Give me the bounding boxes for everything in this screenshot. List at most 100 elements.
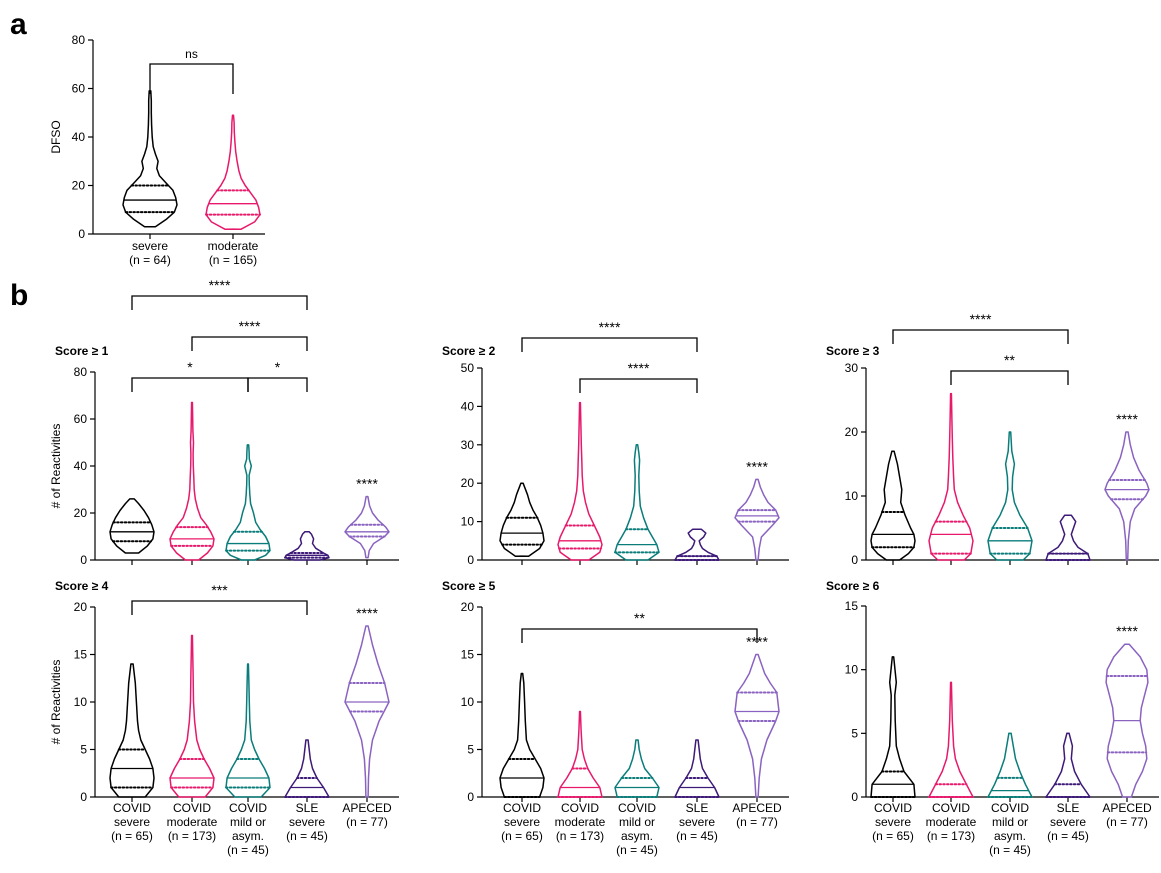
y-tick-label: 0: [80, 553, 87, 567]
violin-outline: [987, 732, 1033, 798]
y-tick-label: 10: [461, 515, 475, 529]
violin-outline: [557, 710, 603, 798]
violin-outline: [109, 498, 155, 554]
category-label: (n = 45): [616, 843, 658, 857]
category-label: moderate: [926, 815, 977, 829]
y-tick-label: 20: [74, 506, 88, 520]
violin-1: [928, 681, 974, 798]
violin-0: [870, 656, 916, 798]
category-label: SLE: [1057, 801, 1080, 815]
category-label: severe: [679, 815, 715, 829]
category-label: (n = 45): [676, 829, 718, 843]
category-label: asym.: [994, 829, 1026, 843]
bracket-label: **: [1004, 352, 1015, 368]
category-label: COVID: [991, 801, 1029, 815]
violin-3: [674, 528, 720, 561]
bracket-line: [131, 600, 308, 615]
violin-outline: [344, 495, 390, 559]
category-label: COVID: [618, 801, 656, 815]
category-label: mild or: [230, 815, 266, 829]
category-label: (n = 45): [286, 829, 328, 843]
bracket-label: *: [187, 359, 193, 375]
category-label: mild or: [992, 815, 1028, 829]
y-tick-label: 0: [78, 227, 85, 241]
violin-4: [344, 625, 390, 798]
violin-2: [225, 444, 271, 561]
y-axis-label: DFSO: [49, 120, 63, 153]
violin-0: [499, 672, 545, 798]
panel-letter-a: a: [10, 8, 27, 41]
violin-outline: [205, 114, 261, 230]
category-label: (n = 173): [556, 829, 604, 843]
violin-outline: [122, 90, 178, 228]
y-tick-label: 15: [461, 648, 475, 662]
category-label: COVID: [561, 801, 599, 815]
violin-outline: [734, 653, 780, 798]
bracket-label: *: [275, 359, 281, 375]
significance-bracket: *: [131, 359, 249, 392]
violin-outline: [928, 392, 974, 561]
category-label: (n = 45): [989, 843, 1031, 857]
category-label: severe: [114, 815, 150, 829]
violin-0: [109, 498, 155, 554]
panel-letter-b: b: [10, 279, 28, 312]
violin-2: [987, 732, 1033, 798]
violin-3: [284, 531, 330, 561]
y-tick-label: 20: [72, 179, 86, 193]
y-axis-label: # of Reactivities: [49, 660, 63, 745]
violin-outline: [284, 531, 330, 561]
violin-outline: [499, 672, 545, 798]
category-label: (n = 65): [111, 829, 153, 843]
category-label: (n = 77): [736, 815, 778, 829]
y-tick-label: 0: [80, 790, 87, 804]
category-label: asym.: [621, 829, 653, 843]
violin-outline: [614, 444, 660, 561]
significance-mark: ****: [1116, 623, 1138, 639]
y-tick-label: 20: [74, 600, 88, 614]
bracket-label: **: [634, 610, 645, 626]
y-tick-label: 0: [851, 790, 858, 804]
violin-outline: [109, 663, 155, 798]
violin-2: [614, 444, 660, 561]
violin-outline: [225, 663, 271, 798]
y-tick-label: 40: [74, 459, 88, 473]
bracket-label: ****: [599, 319, 621, 335]
chart-b2: 0 10 20 30 40 50 Score ≥ 2 **** **** ****: [442, 319, 789, 567]
y-tick-label: 10: [461, 695, 475, 709]
y-tick-label: 10: [845, 489, 859, 503]
violin-3: [674, 739, 720, 798]
y-tick-label: 30: [461, 438, 475, 452]
violin-outline: [870, 656, 916, 798]
y-tick-label: 5: [467, 743, 474, 757]
panel-title: Score ≥ 3: [826, 344, 880, 358]
category-label: moderate: [208, 239, 259, 253]
violin-3: [284, 739, 330, 798]
panel-title: Score ≥ 5: [442, 579, 496, 593]
significance-bracket: ****: [521, 319, 698, 352]
violin-outline: [344, 625, 390, 798]
violin-outline: [674, 528, 720, 561]
violin-outline: [557, 401, 603, 561]
bracket-label: ****: [628, 360, 650, 376]
violin-outline: [169, 634, 215, 798]
significance-bracket: **: [521, 610, 758, 643]
y-tick-label: 40: [461, 399, 475, 413]
y-tick-label: 30: [845, 361, 859, 375]
y-tick-label: 40: [72, 130, 86, 144]
violin-outline: [1105, 643, 1149, 798]
category-label: APECED: [342, 801, 392, 815]
bracket-line: [950, 370, 1069, 385]
y-tick-label: 60: [72, 82, 86, 96]
category-label: severe: [1050, 815, 1086, 829]
bracket-label: ns: [185, 47, 198, 61]
y-tick-label: 10: [845, 663, 859, 677]
violin-0: [870, 450, 916, 561]
violin-4: [1104, 431, 1150, 561]
category-label: (n = 64): [129, 253, 171, 267]
bracket-label: ****: [239, 318, 261, 334]
category-label: (n = 173): [168, 829, 216, 843]
y-tick-label: 50: [461, 361, 475, 375]
